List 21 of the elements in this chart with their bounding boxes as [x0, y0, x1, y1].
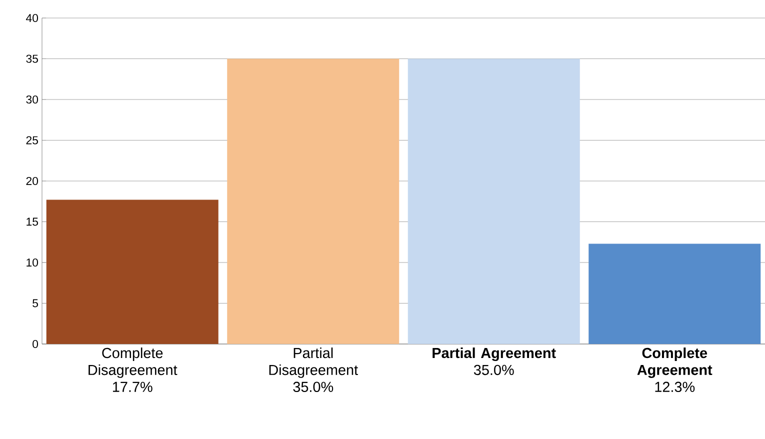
data-label: 35.0% — [293, 382, 334, 392]
bar — [46, 200, 218, 344]
data-label: 17.7% — [112, 382, 152, 392]
data-label: 12.3% — [655, 382, 695, 392]
y-tick-label: 15 — [26, 218, 38, 226]
y-tick-label: 40 — [26, 14, 38, 22]
x-tick-label: Complete Agreement — [637, 348, 712, 378]
x-tick-label: Complete Disagreement — [88, 348, 178, 378]
y-tick-label: 0 — [32, 340, 38, 348]
y-tick-label: 5 — [32, 299, 38, 308]
bar — [227, 58, 400, 344]
x-tick-label: Partial Agreement — [432, 348, 556, 362]
data-label: 35.0% — [474, 364, 514, 376]
x-tick-label: Partial Disagreement — [269, 348, 358, 378]
bar — [588, 244, 761, 344]
y-tick-label: 25 — [26, 136, 38, 144]
y-tick-label: 30 — [26, 95, 38, 104]
y-tick-label: 35 — [26, 54, 38, 63]
y-tick-label: 20 — [26, 176, 38, 186]
y-tick-label: 10 — [26, 258, 38, 267]
bar — [408, 58, 580, 344]
